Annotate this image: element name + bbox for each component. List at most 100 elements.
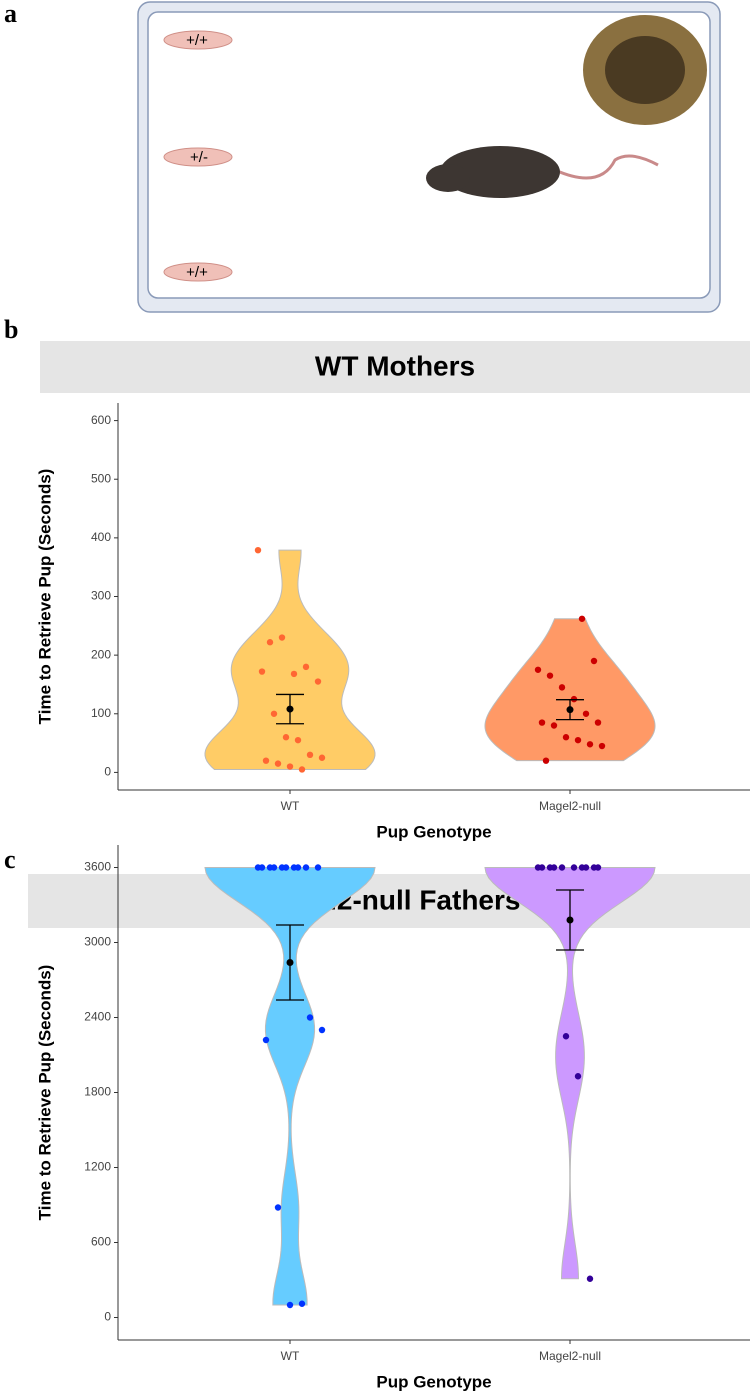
violin — [484, 867, 656, 1280]
data-point — [538, 864, 546, 871]
data-point — [318, 754, 326, 761]
x-axis-label: Pup Genotype — [376, 822, 491, 841]
data-point — [578, 615, 586, 622]
data-point — [298, 1300, 306, 1307]
data-point — [262, 757, 270, 764]
title-bar — [40, 341, 750, 393]
data-point — [282, 734, 290, 741]
data-point — [582, 864, 590, 871]
mean-point — [286, 959, 294, 966]
data-point — [282, 864, 290, 871]
data-point — [582, 710, 590, 717]
violin — [204, 549, 376, 770]
y-tick-label: 3000 — [84, 935, 111, 949]
data-point — [290, 670, 298, 678]
data-point — [262, 1036, 270, 1044]
cage-illustration: +/+ +/- +/+ — [137, 1, 721, 313]
data-point — [574, 736, 582, 744]
y-tick-label: 1800 — [84, 1085, 111, 1099]
y-tick-label: 100 — [91, 706, 111, 720]
data-point — [302, 864, 310, 871]
data-point — [286, 1301, 294, 1309]
chart-title: WT Mothers — [315, 350, 475, 381]
pup-label: +/+ — [186, 264, 208, 281]
panel-label: b — [4, 315, 18, 344]
y-tick-label: 0 — [104, 765, 111, 779]
mean-point — [566, 916, 574, 924]
pup-label: +/+ — [186, 32, 208, 49]
nest-center — [605, 36, 685, 104]
y-axis-label: Time to Retrieve Pup (Seconds) — [35, 469, 54, 725]
mean-point — [286, 705, 294, 713]
mouse-tail — [554, 154, 659, 180]
y-tick-label: 0 — [104, 1310, 111, 1324]
data-point — [594, 719, 602, 726]
mean-point — [566, 706, 574, 714]
data-point — [558, 684, 566, 691]
data-point — [550, 864, 558, 871]
pup — [163, 147, 233, 167]
data-point — [314, 864, 322, 871]
y-tick-label: 600 — [91, 1235, 111, 1249]
pup — [163, 262, 233, 282]
data-point — [570, 864, 578, 871]
data-point — [586, 1275, 594, 1282]
x-tick-label: WT — [281, 1349, 300, 1363]
data-point — [270, 864, 278, 871]
data-point — [314, 678, 322, 685]
data-point — [590, 657, 598, 665]
panel-label: c — [4, 845, 16, 874]
mouse-head — [426, 164, 470, 192]
violin — [204, 867, 376, 1306]
data-point — [538, 719, 546, 726]
x-tick-label: WT — [281, 799, 300, 813]
data-point — [294, 736, 302, 744]
data-point — [274, 760, 282, 767]
data-point — [298, 766, 306, 773]
data-point — [270, 710, 278, 717]
data-point — [562, 734, 570, 741]
pup-label: +/- — [190, 149, 208, 166]
data-point — [586, 741, 594, 748]
violin — [484, 618, 656, 762]
data-point — [286, 763, 294, 770]
data-point — [546, 672, 554, 679]
y-tick-label: 2400 — [84, 1010, 111, 1024]
y-tick-label: 200 — [91, 647, 111, 661]
y-tick-label: 300 — [91, 589, 111, 603]
y-tick-label: 500 — [91, 471, 111, 485]
data-point — [318, 1026, 326, 1034]
y-tick-label: 1200 — [84, 1160, 111, 1174]
data-point — [574, 1073, 582, 1080]
data-point — [306, 1014, 314, 1021]
x-axis-label: Pup Genotype — [376, 1372, 491, 1391]
y-tick-label: 3600 — [84, 860, 111, 874]
data-point — [306, 751, 314, 759]
x-tick-label: Magel2-null — [539, 799, 601, 813]
data-point — [294, 864, 302, 871]
data-point — [258, 668, 266, 675]
data-point — [542, 757, 550, 764]
data-point — [550, 722, 558, 729]
x-tick-label: Magel2-null — [539, 1349, 601, 1363]
data-point — [258, 864, 266, 871]
data-point — [594, 864, 602, 871]
data-point — [278, 634, 286, 641]
data-point — [598, 742, 606, 750]
pup — [163, 30, 233, 50]
data-point — [274, 1204, 282, 1211]
data-point — [254, 546, 262, 554]
panel-label: a — [4, 0, 17, 28]
y-tick-label: 600 — [91, 413, 111, 427]
y-tick-label: 400 — [91, 530, 111, 544]
data-point — [562, 1033, 570, 1040]
data-point — [558, 864, 566, 871]
data-point — [302, 663, 310, 671]
data-point — [534, 666, 542, 673]
mouse-body — [440, 146, 560, 198]
y-axis-label: Time to Retrieve Pup (Seconds) — [35, 965, 54, 1221]
data-point — [266, 639, 274, 646]
cage-inner — [147, 11, 711, 299]
